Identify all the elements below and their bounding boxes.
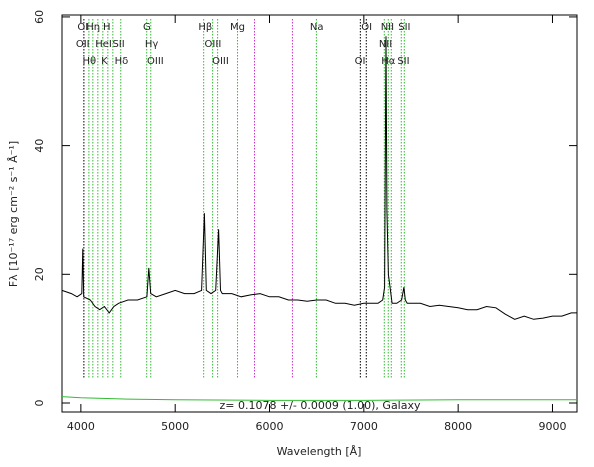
line-label: OI [355, 56, 366, 67]
line-label: Hα [381, 56, 396, 67]
spectrum-line [61, 36, 577, 320]
line-label: Na [310, 22, 324, 33]
y-axis-title: Fλ [10⁻¹⁷ erg cm⁻² s⁻¹ Å⁻¹] [7, 141, 20, 287]
x-tick-label: 8000 [444, 420, 472, 433]
y-tick-label: 60 [33, 10, 46, 24]
y-tick-label: 0 [33, 399, 46, 406]
line-label: HeI [95, 39, 112, 50]
line-label: Hδ [115, 56, 129, 67]
y-tick-label: 40 [33, 139, 46, 153]
line-label: Hθ [83, 56, 97, 67]
line-label: SII [112, 39, 124, 50]
line-label: Hη [86, 22, 100, 33]
line-label: OI [77, 22, 88, 33]
line-label: SII [397, 56, 409, 67]
line-label: Hγ [145, 39, 159, 50]
line-label: OII [76, 39, 90, 50]
x-tick-label: 5000 [161, 420, 189, 433]
line-label: OIII [212, 56, 229, 67]
line-label: Mg [230, 22, 245, 33]
line-label: G [143, 22, 151, 33]
line-label: SII [398, 22, 410, 33]
line-label: Hβ [198, 22, 212, 33]
x-tick-label: 6000 [256, 420, 284, 433]
annotation: z= 0.1078 +/- 0.0009 (1.00), Galaxy [220, 399, 421, 412]
line-label: H [103, 22, 111, 33]
x-tick-label: 7000 [350, 420, 378, 433]
line-label: K [101, 56, 108, 67]
x-tick-label: 9000 [538, 420, 566, 433]
x-axis-title: Wavelength [Å] [277, 445, 362, 458]
plot-frame [61, 14, 578, 413]
line-label: OI [361, 22, 372, 33]
x-tick-label: 4000 [67, 420, 95, 433]
line-label: NII [381, 22, 394, 33]
line-label: OIII [205, 39, 222, 50]
line-label: OIII [147, 56, 164, 67]
spectrum-line [61, 396, 577, 401]
y-tick-label: 20 [33, 267, 46, 281]
